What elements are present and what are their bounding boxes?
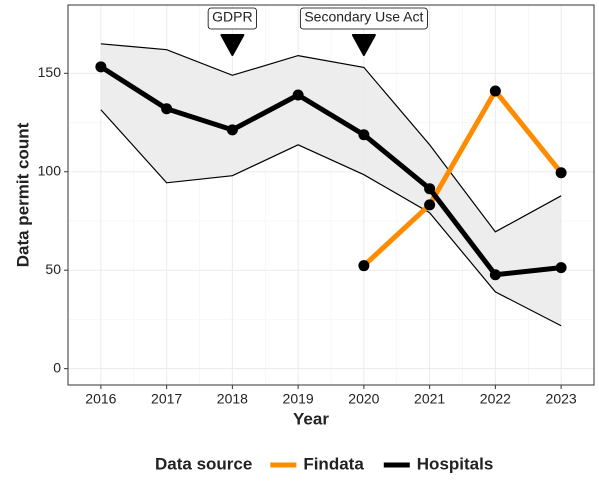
annotation-label: Secondary Use Act [304, 9, 423, 25]
data-point [292, 89, 304, 101]
y-axis-title: Data permit count [13, 122, 32, 267]
plot-border [67, 4, 595, 386]
y-tick-label: 100 [38, 162, 62, 178]
x-axis-title: Year [293, 409, 329, 428]
x-tick-label: 2016 [85, 391, 116, 407]
data-point [489, 269, 501, 281]
band-edge [100, 109, 562, 327]
data-point [555, 262, 567, 274]
annotation-label: GDPR [212, 9, 252, 25]
data-point [226, 124, 238, 136]
data-point [555, 167, 567, 179]
x-tick-label: 2023 [546, 391, 577, 407]
data-point [424, 183, 436, 195]
series-line [99, 64, 562, 278]
annotation-box [207, 7, 258, 30]
x-tick-label: 2020 [348, 391, 379, 407]
x-tick-label: 2017 [151, 391, 182, 407]
band-edge [100, 43, 562, 233]
data-point [161, 103, 173, 115]
band-area [100, 43, 562, 326]
x-tick-label: 2019 [283, 391, 314, 407]
annotation-marker [351, 34, 376, 56]
annotation-marker [220, 34, 245, 56]
data-point [358, 129, 370, 141]
data-point [358, 260, 370, 272]
series-line [362, 88, 564, 268]
y-tick-label: 150 [38, 64, 62, 80]
annotation-box [299, 7, 428, 30]
x-tick-label: 2021 [414, 391, 445, 407]
y-tick-label: 50 [45, 261, 61, 277]
data-point [95, 61, 107, 73]
legend-label: Hospitals [417, 454, 494, 473]
legend-label: Findata [303, 454, 364, 473]
x-tick-label: 2022 [480, 391, 511, 407]
x-tick-label: 2018 [217, 391, 248, 407]
data-point [489, 85, 501, 97]
y-tick-label: 0 [53, 359, 61, 375]
legend-title: Data source [155, 454, 252, 473]
data-point [424, 199, 436, 211]
